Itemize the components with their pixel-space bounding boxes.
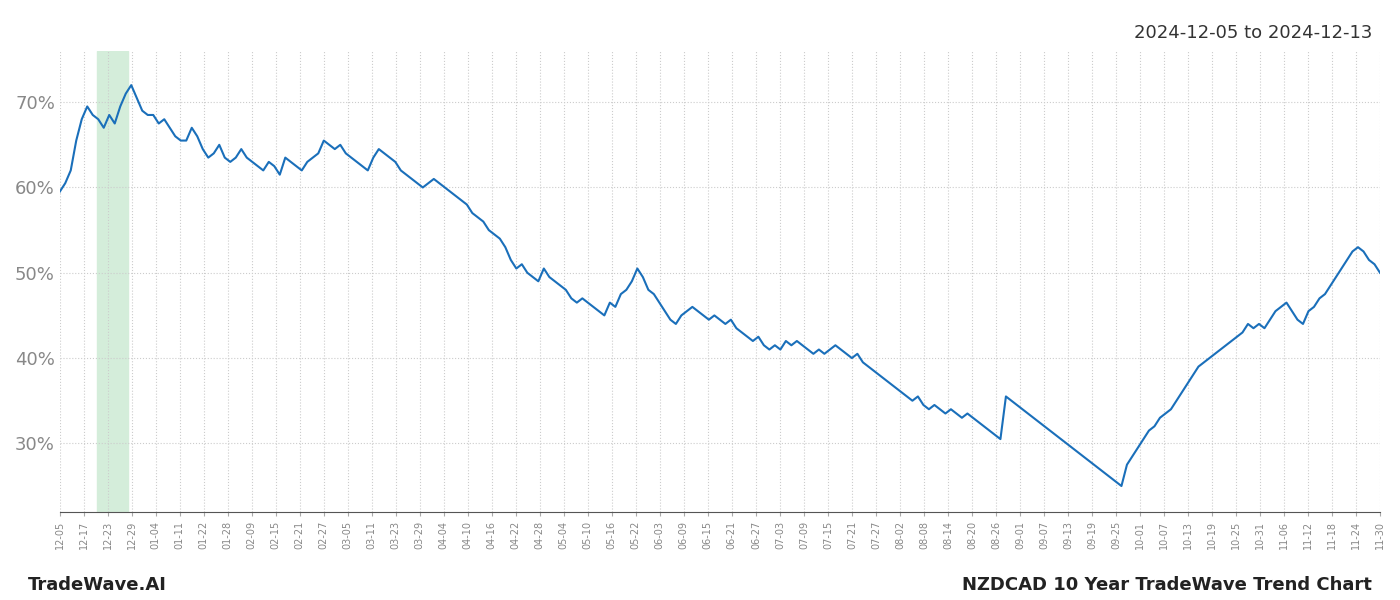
Text: TradeWave.AI: TradeWave.AI	[28, 576, 167, 594]
Text: NZDCAD 10 Year TradeWave Trend Chart: NZDCAD 10 Year TradeWave Trend Chart	[962, 576, 1372, 594]
Bar	[97, 51, 129, 512]
Text: 2024-12-05 to 2024-12-13: 2024-12-05 to 2024-12-13	[1134, 24, 1372, 42]
